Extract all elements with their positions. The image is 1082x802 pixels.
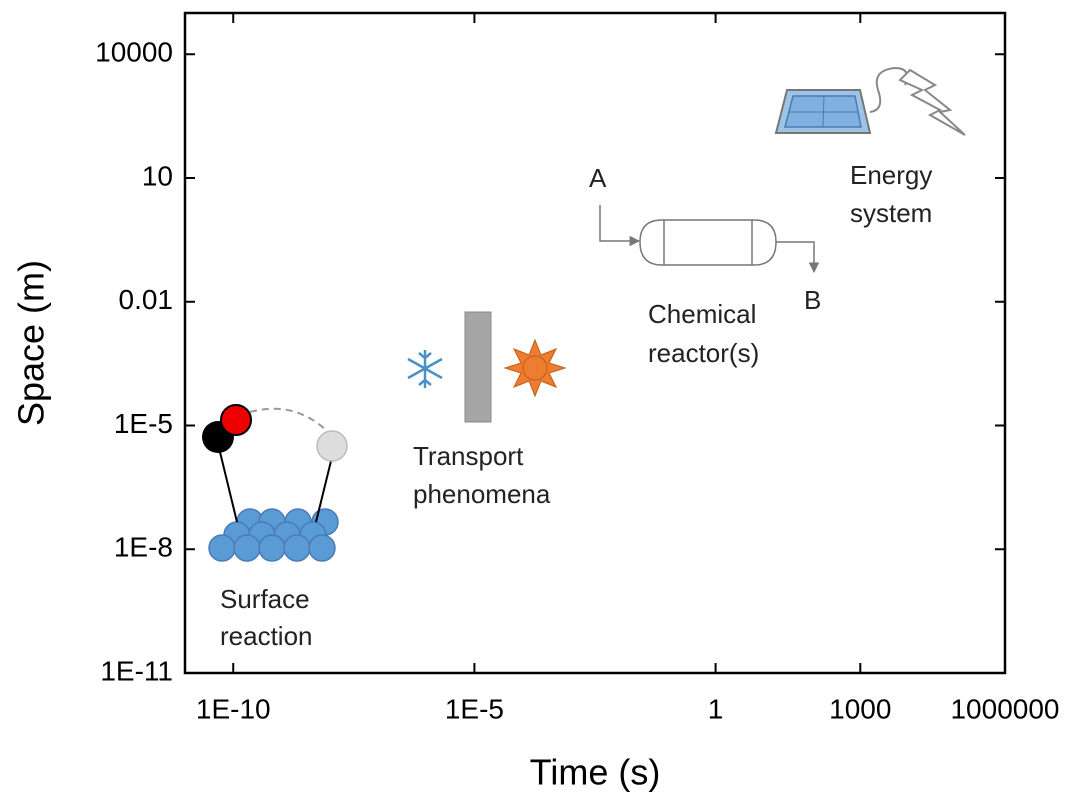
plot-frame [183,11,1007,675]
annotation: Transport [413,441,524,471]
y-tick-label: 1E-5 [114,408,173,439]
y-tick-label: 1E-8 [114,532,173,563]
x-axis-title: Time (s) [530,752,661,793]
x-tick-label: 1E-10 [196,693,271,724]
x-tick-label: 1000000 [950,693,1059,724]
sun-icon [503,338,567,398]
surface-icon [208,508,339,562]
annotation: system [850,198,932,228]
y-tick-label: 1E-11 [100,655,173,686]
x-tick-label: 1 [708,693,724,724]
annotation: Chemical [648,299,756,329]
x-tick-label: 1E-5 [445,693,504,724]
reactor-icon [599,205,820,274]
annotation: Energy [850,160,932,190]
annotation: A [589,163,607,193]
y-axis-title: Space (m) [11,260,52,426]
annotation: B [804,285,821,315]
wall-icon [464,311,492,423]
annotation: phenomena [413,479,551,509]
energy-icon [774,66,966,136]
annotation: reaction [220,621,313,651]
annotation: reactor(s) [648,338,759,368]
molecule-icon [202,404,348,523]
snowflake-icon [407,350,443,388]
y-tick-label: 10000 [95,37,173,68]
y-tick-label: 10 [142,160,173,191]
x-tick-label: 1000 [829,693,891,724]
annotation: Surface [220,584,310,614]
y-tick-label: 0.01 [119,284,174,315]
